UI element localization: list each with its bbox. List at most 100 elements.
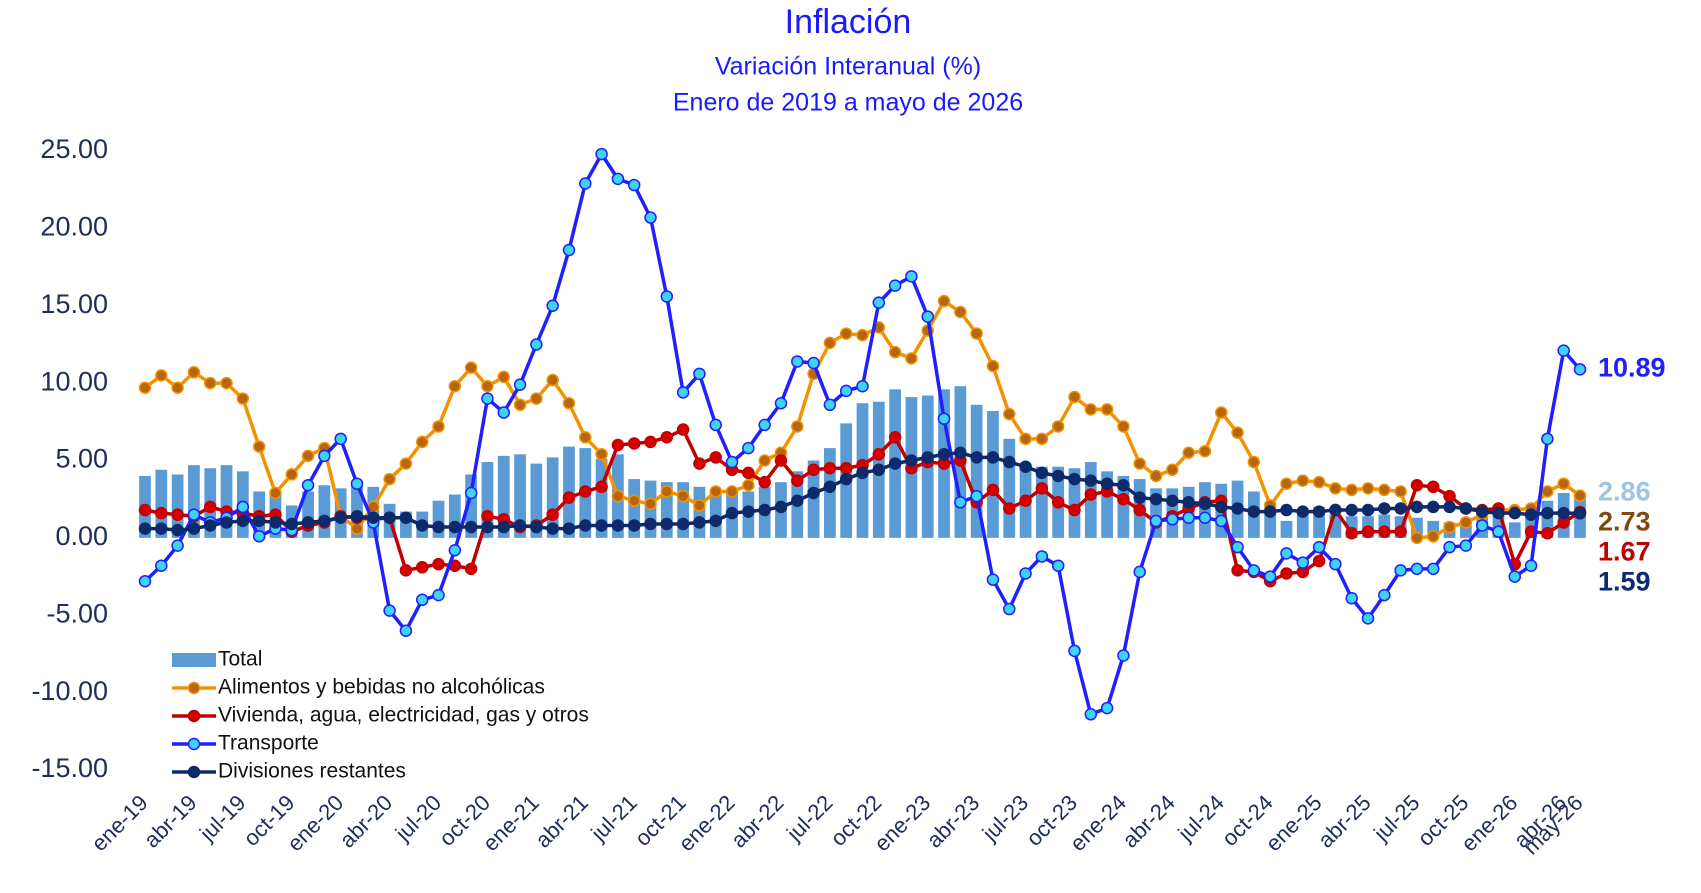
marker [138,574,152,588]
marker [791,494,804,507]
marker [660,485,674,498]
marker [1198,444,1212,458]
marker [1443,520,1456,534]
marker [187,522,201,535]
legend-swatch [172,653,216,667]
marker [644,497,657,511]
marker [1378,588,1391,602]
bar [220,465,233,538]
x-tick-label: ene-25 [1261,790,1327,856]
marker [383,472,396,486]
y-tick-label: 15.00 [40,289,108,319]
marker [350,477,364,490]
marker [1557,506,1570,520]
marker [1410,500,1424,514]
chart-title: Inflación [785,3,912,41]
bar [628,479,641,538]
marker [1524,508,1538,521]
x-tick-label: abr-19 [139,790,202,853]
marker [1541,485,1554,498]
marker [334,511,347,525]
marker [138,381,152,395]
marker [1573,507,1587,520]
y-tick-label: 10.00 [40,366,108,396]
marker [579,519,592,532]
y-tick-label: 20.00 [40,212,108,242]
marker [432,520,445,534]
marker [1459,516,1473,529]
marker [937,448,951,461]
marker [937,294,951,308]
marker [774,454,788,467]
marker [1410,479,1424,492]
marker [954,305,967,319]
legend-swatch [187,681,201,695]
marker [1524,559,1538,572]
marker [986,451,1000,464]
marker [252,440,266,453]
marker [1443,540,1456,554]
legend-label: Transporte [218,732,319,755]
marker [1182,496,1195,509]
marker [1541,432,1554,446]
legend-label: Alimentos y bebidas no alcohólicas [218,676,545,699]
marker [1378,525,1391,538]
legend-swatch [187,709,201,723]
marker [807,486,820,500]
marker [1492,506,1505,520]
marker [464,520,478,534]
marker [872,296,886,309]
marker [367,511,380,525]
bar [481,462,494,538]
marker [1280,567,1293,580]
marker [1410,531,1424,545]
marker [1117,479,1130,492]
marker [1084,403,1098,416]
marker [203,500,217,514]
marker [709,418,722,432]
y-tick-label: 0.00 [55,521,108,551]
marker [1426,562,1440,576]
marker [1068,472,1081,486]
x-tick-label: ene-21 [478,790,544,856]
marker [1068,644,1081,658]
bar [302,491,314,538]
marker [530,520,543,534]
x-tick-label: ene-19 [87,790,153,856]
y-tick-label: -10.00 [31,676,108,706]
marker [709,485,722,498]
marker [448,520,462,534]
marker [905,352,918,365]
marker [1378,502,1391,515]
marker [432,557,445,571]
bar [1036,466,1048,538]
marker [530,338,543,351]
marker [187,508,201,521]
marker [155,369,168,382]
marker [171,508,184,521]
marker [187,366,201,379]
marker [888,279,902,292]
marker [579,431,592,444]
marker [758,503,771,517]
marker [937,412,951,425]
marker [1231,426,1244,439]
marker [1051,469,1065,483]
marker [1394,564,1407,577]
marker [138,522,152,535]
marker [318,449,331,463]
marker [1215,406,1228,419]
bar [1264,502,1277,538]
marker [758,454,771,467]
marker [611,172,625,186]
marker [448,379,462,393]
marker [627,519,641,532]
marker [1019,432,1032,446]
marker [1084,488,1098,501]
x-tick-label: ene-20 [282,790,348,856]
marker [1247,505,1261,518]
marker [1149,469,1163,483]
marker [1247,455,1261,469]
marker [464,361,478,374]
marker [220,516,233,529]
